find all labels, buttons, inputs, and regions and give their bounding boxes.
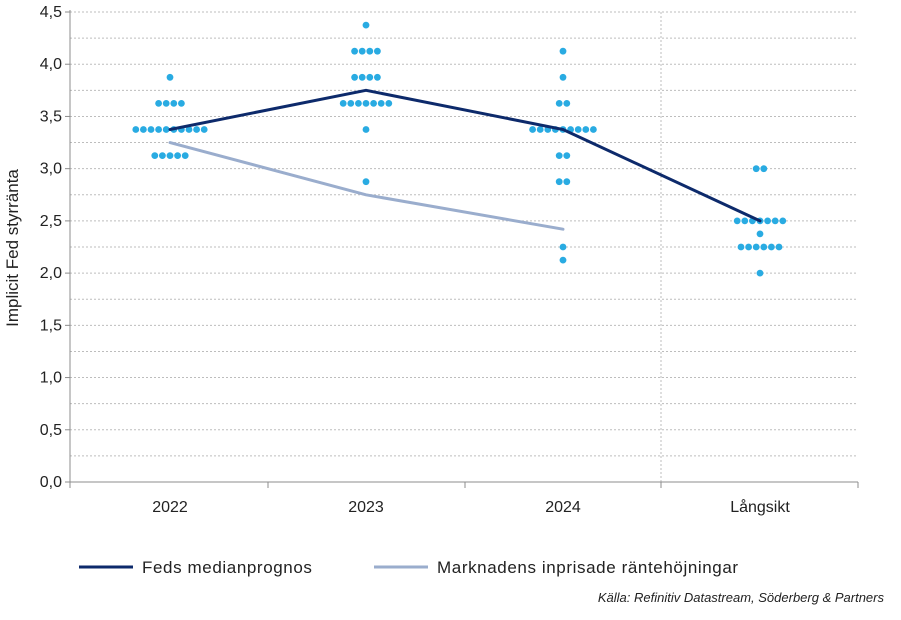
dot-point: [536, 126, 544, 133]
dot-point: [752, 165, 760, 173]
dot-point: [771, 217, 779, 225]
dot-point: [370, 100, 377, 107]
dot-point: [166, 152, 174, 160]
dot-point: [574, 126, 582, 133]
dot-point: [760, 243, 768, 251]
dot-point: [362, 178, 370, 186]
y-tick-label: 3,0: [40, 161, 62, 178]
legend: Feds medianprognos Marknadens inprisade …: [79, 558, 739, 577]
x-tick-label: 2022: [152, 499, 188, 516]
dot-point: [200, 126, 208, 133]
legend-label-market: Marknadens inprisade räntehöjningar: [437, 558, 739, 577]
dot-point: [559, 256, 567, 264]
dot-point: [768, 243, 775, 251]
dot-point: [555, 152, 563, 160]
source-note: Källa: Refinitiv Datastream, Söderberg &…: [598, 590, 885, 605]
dot-point: [385, 100, 393, 107]
dot-point: [132, 126, 140, 133]
dot-point: [178, 100, 185, 107]
dot-point: [170, 100, 178, 107]
dot-point: [733, 217, 741, 225]
dot-point: [147, 126, 155, 133]
dot-point: [362, 21, 370, 29]
dot-point: [185, 126, 193, 133]
dot-point: [347, 100, 355, 107]
dot-point: [764, 217, 771, 225]
dot-point: [162, 126, 170, 133]
dots-layer: [132, 21, 787, 277]
dot-point: [590, 126, 597, 133]
dot-point: [166, 73, 174, 81]
dot-point: [193, 126, 201, 133]
dot-point: [151, 152, 159, 160]
dot-point: [529, 126, 536, 133]
dot-point: [741, 217, 749, 225]
dot-point: [756, 269, 764, 277]
dot-point: [181, 152, 189, 160]
dot-point: [752, 243, 760, 251]
x-tick-label: Långsikt: [730, 498, 790, 516]
dot-point: [155, 100, 163, 107]
dot-point: [366, 73, 374, 81]
dot-point: [559, 73, 567, 81]
dot-point: [159, 152, 166, 160]
y-tick-label: 1,0: [40, 370, 62, 387]
dot-point: [358, 73, 366, 81]
dot-point: [559, 47, 567, 55]
dot-point: [559, 243, 567, 251]
dot-point: [555, 100, 563, 107]
y-tick-label: 0,0: [40, 474, 62, 491]
dot-point: [737, 243, 745, 251]
dot-point: [339, 100, 347, 107]
y-tick-label: 2,5: [40, 213, 62, 230]
x-tick-label: 2024: [545, 499, 581, 516]
dot-point: [779, 217, 787, 225]
legend-label-median: Feds medianprognos: [142, 558, 313, 577]
labels-layer: 0,0 0,5 1,0 1,5 2,0 2,5 3,0 3,5 4,0 4,5 2022 2023 20…: [40, 4, 791, 516]
series-line-median: [168, 88, 762, 223]
dot-point: [563, 152, 571, 160]
dot-point: [760, 165, 768, 173]
dot-point: [555, 178, 563, 186]
dot-point: [362, 126, 370, 133]
dot-point: [155, 126, 163, 133]
axes-layer: [65, 10, 859, 488]
y-tick-label: 0,5: [40, 422, 62, 439]
dot-point: [374, 73, 381, 81]
dot-point: [162, 100, 170, 107]
y-tick-label: 4,0: [40, 56, 62, 73]
dot-point: [362, 100, 370, 107]
dot-point: [174, 152, 182, 160]
dot-point: [756, 230, 764, 238]
dot-point: [377, 100, 385, 107]
dot-point: [358, 47, 366, 55]
y-tick-label: 3,5: [40, 108, 62, 125]
y-tick-label: 1,5: [40, 317, 62, 334]
dot-point: [140, 126, 147, 133]
series-line-market: [168, 141, 565, 231]
dot-point: [374, 47, 381, 55]
dot-point: [745, 243, 752, 251]
y-tick-label: 2,0: [40, 265, 62, 282]
dot-point: [563, 178, 571, 186]
dot-point: [355, 100, 362, 107]
dot-point: [775, 243, 783, 251]
grid-layer: [70, 11, 858, 482]
dot-point: [563, 100, 571, 107]
y-tick-label: 4,5: [40, 4, 62, 21]
y-axis-title: Implicit Fed styrränta: [3, 169, 22, 327]
lines-layer: [168, 88, 762, 231]
dot-point: [351, 47, 358, 55]
dot-point: [351, 73, 358, 81]
x-tick-label: 2023: [348, 499, 384, 516]
dot-point: [366, 47, 374, 55]
dot-point: [582, 126, 590, 133]
